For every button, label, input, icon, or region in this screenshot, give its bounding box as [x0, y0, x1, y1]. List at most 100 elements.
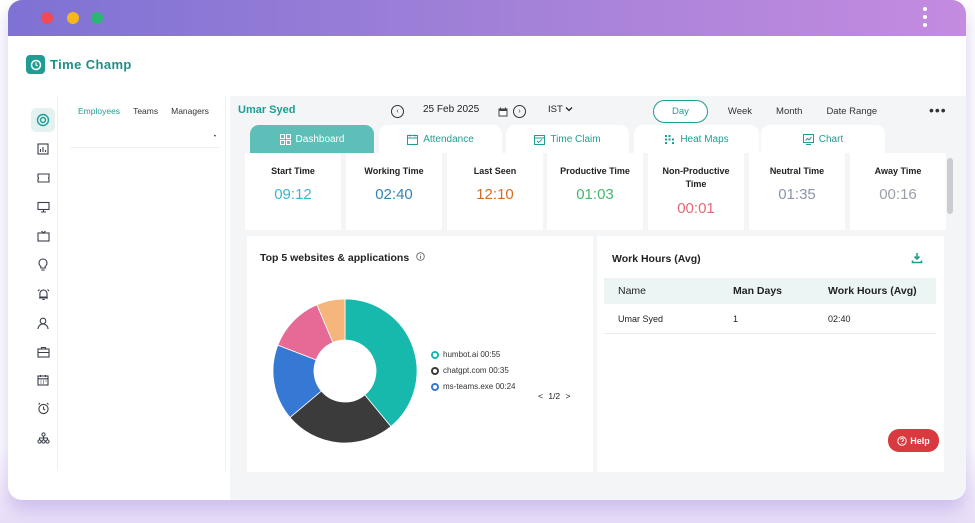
- alarm-icon[interactable]: [31, 282, 55, 306]
- help-button[interactable]: Help: [888, 429, 939, 452]
- stat-working-time: Working Time 02:40: [346, 153, 442, 230]
- time-claim-icon: [534, 134, 546, 145]
- stat-last-seen: Last Seen 12:10: [447, 153, 543, 230]
- calendar-icon[interactable]: [31, 368, 55, 392]
- legend-item: chatgpt.com 00:35: [431, 366, 515, 375]
- cell-man-days: 1: [733, 313, 739, 324]
- monitor-icon[interactable]: [31, 195, 55, 219]
- selected-user: Umar Syed: [238, 104, 296, 116]
- user-icon[interactable]: [31, 311, 55, 335]
- tab-dashboard[interactable]: Dashboard: [250, 125, 374, 153]
- tab-heat-maps[interactable]: Heat Maps: [634, 125, 759, 153]
- stat-start-time: Start Time 09:12: [245, 153, 341, 230]
- pie-slice-segment-5[interactable]: [316, 298, 346, 343]
- stat-label: Away Time: [874, 166, 922, 176]
- tv-icon[interactable]: [31, 224, 55, 248]
- range-month[interactable]: Month: [776, 105, 803, 117]
- icon-sidebar: [28, 96, 58, 471]
- chart-icon: [802, 133, 814, 145]
- legend-item: humbot.ai 00:55: [431, 350, 515, 359]
- minimize-window-button[interactable]: [67, 12, 79, 24]
- pie-slice-humbot-ai[interactable]: [344, 298, 418, 428]
- next-date-button[interactable]: ›: [513, 105, 526, 118]
- stat-label: Start Time: [271, 166, 315, 176]
- ticket-icon[interactable]: [31, 166, 55, 190]
- attendance-icon: [407, 134, 419, 145]
- tab-managers[interactable]: Managers: [171, 106, 209, 116]
- tab-time-claim[interactable]: Time Claim: [506, 125, 629, 153]
- tab-chart[interactable]: Chart: [761, 125, 885, 153]
- pie-legend: humbot.ai 00:55 chatgpt.com 00:35 ms-tea…: [431, 350, 515, 398]
- cell-name: Umar Syed: [618, 313, 664, 324]
- pager-next-icon[interactable]: >: [565, 391, 571, 401]
- stat-value: 01:03: [576, 186, 614, 203]
- pager-label: 1/2: [548, 391, 561, 401]
- legend-pager: < 1/2 >: [538, 391, 571, 401]
- pie-chart: [272, 298, 418, 444]
- cell-work-hours: 02:40: [828, 313, 851, 324]
- top-apps-title: Top 5 websites & applications: [260, 252, 425, 264]
- stat-away-time: Away Time 00:16: [850, 153, 946, 230]
- info-icon[interactable]: [416, 252, 425, 261]
- kebab-menu-icon[interactable]: [918, 5, 932, 31]
- app-window: Time Champ: [8, 0, 966, 500]
- stats-row: Start Time 09:12 Working Time 02:40 Last…: [245, 153, 946, 230]
- range-week[interactable]: Week: [727, 105, 753, 117]
- stat-value: 00:16: [879, 186, 917, 203]
- stats-scrollbar[interactable]: [947, 158, 953, 214]
- stat-neutral-time: Neutral Time 01:35: [749, 153, 845, 230]
- tab-dashboard-label: Dashboard: [295, 133, 345, 145]
- pie-slice-chatgpt-com[interactable]: [289, 390, 392, 444]
- calendar-icon[interactable]: [498, 104, 508, 122]
- stat-value: 00:01: [677, 200, 715, 217]
- legend-label: chatgpt.com 00:35: [443, 366, 509, 375]
- stat-productive-time: Productive Time 01:03: [547, 153, 643, 230]
- help-label: Help: [910, 435, 930, 446]
- org-chart-icon[interactable]: [31, 426, 55, 450]
- stat-label: Last Seen: [473, 166, 517, 176]
- heat-map-icon: [664, 134, 675, 145]
- pager-prev-icon[interactable]: <: [538, 391, 543, 401]
- employee-select[interactable]: •: [70, 128, 220, 148]
- tab-employees[interactable]: Employees: [78, 106, 121, 116]
- stat-label: Non-Productive Time: [662, 166, 730, 189]
- work-hours-table: Name Man Days Work Hours (Avg) Umar Syed…: [604, 278, 936, 334]
- maximize-window-button[interactable]: [91, 12, 103, 24]
- stat-value: 02:40: [375, 186, 413, 203]
- tab-attendance[interactable]: Attendance: [379, 125, 502, 153]
- legend-label: ms-teams.exe 00:24: [443, 382, 516, 391]
- legend-swatch: [431, 382, 439, 391]
- tab-chart-label: Chart: [818, 133, 844, 145]
- timezone-select[interactable]: IST: [548, 104, 573, 115]
- stat-non-productive-time: Non-Productive Time 00:01: [648, 153, 744, 230]
- stat-label: Productive Time: [560, 166, 630, 176]
- column-name: Name: [618, 285, 647, 297]
- report-icon[interactable]: [31, 137, 55, 161]
- clock-icon[interactable]: [31, 396, 55, 420]
- chevron-down-icon: [565, 107, 573, 112]
- lightbulb-icon[interactable]: [31, 253, 55, 277]
- close-window-button[interactable]: [41, 12, 53, 24]
- briefcase-icon[interactable]: [31, 340, 55, 364]
- stat-value: 09:12: [274, 186, 312, 203]
- stat-label: Working Time: [364, 166, 424, 176]
- dashboard-icon: [279, 133, 291, 145]
- legend-swatch: [431, 350, 439, 359]
- range-day[interactable]: Day: [653, 99, 708, 123]
- tab-time-claim-label: Time Claim: [550, 133, 601, 145]
- app-logo: Time Champ: [26, 55, 132, 74]
- tab-teams[interactable]: Teams: [133, 106, 159, 116]
- download-icon[interactable]: [911, 251, 923, 269]
- more-options-icon[interactable]: •••: [929, 102, 947, 118]
- stat-label: Neutral Time: [769, 166, 825, 176]
- table-header: Name Man Days Work Hours (Avg): [604, 278, 936, 304]
- legend-swatch: [431, 366, 439, 375]
- previous-date-button[interactable]: ‹: [391, 105, 404, 118]
- title-bar: [8, 0, 966, 36]
- chevron-down-icon: •: [213, 134, 216, 140]
- target-icon[interactable]: [31, 108, 55, 132]
- employee-panel: Employees Teams Managers •: [64, 96, 226, 471]
- top-apps-card: Top 5 websites & applications humbot.ai …: [247, 236, 593, 472]
- timezone-label: IST: [548, 104, 563, 115]
- range-date-range[interactable]: Date Range: [826, 105, 878, 117]
